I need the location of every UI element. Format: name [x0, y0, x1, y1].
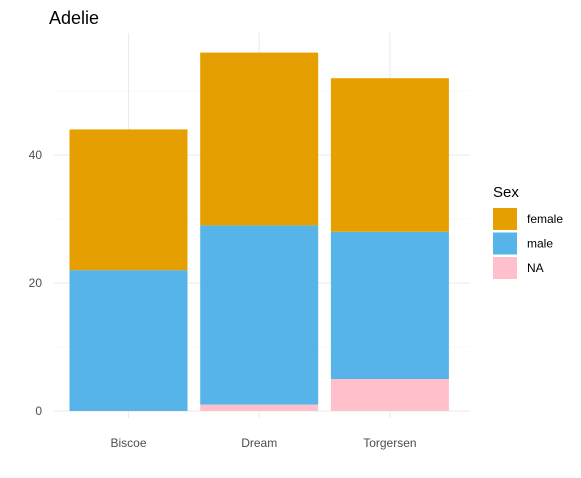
- legend-label-male: male: [527, 237, 553, 251]
- x-tick-label: Dream: [241, 436, 277, 450]
- bar-biscoe-male: [69, 270, 188, 411]
- bar-dream-male: [200, 225, 319, 405]
- legend-label-na: NA: [527, 261, 544, 275]
- legend: Sex female male NA: [493, 184, 563, 279]
- bar-biscoe-female: [69, 129, 188, 271]
- legend-key-female: [493, 208, 517, 230]
- x-tick-label: Biscoe: [110, 436, 146, 450]
- legend-key-male: [493, 232, 517, 255]
- x-tick-label: Torgersen: [363, 436, 416, 450]
- y-tick-label: 20: [29, 276, 43, 290]
- y-tick-label: 0: [35, 404, 42, 418]
- y-axis-ticks: 0 20 40: [29, 148, 43, 418]
- bars: [69, 52, 449, 411]
- legend-label-female: female: [527, 212, 563, 226]
- bar-torgersen-female: [330, 78, 449, 232]
- bar-torgersen-na: [330, 379, 449, 411]
- y-tick-label: 40: [29, 148, 43, 162]
- bar-dream-na: [200, 404, 319, 411]
- bar-dream-female: [200, 52, 319, 226]
- legend-key-na: [493, 257, 517, 279]
- bar-torgersen-male: [330, 231, 449, 379]
- legend-title: Sex: [493, 184, 519, 201]
- chart-title: Adelie: [49, 8, 99, 28]
- x-axis-ticks: Biscoe Dream Torgersen: [110, 436, 416, 450]
